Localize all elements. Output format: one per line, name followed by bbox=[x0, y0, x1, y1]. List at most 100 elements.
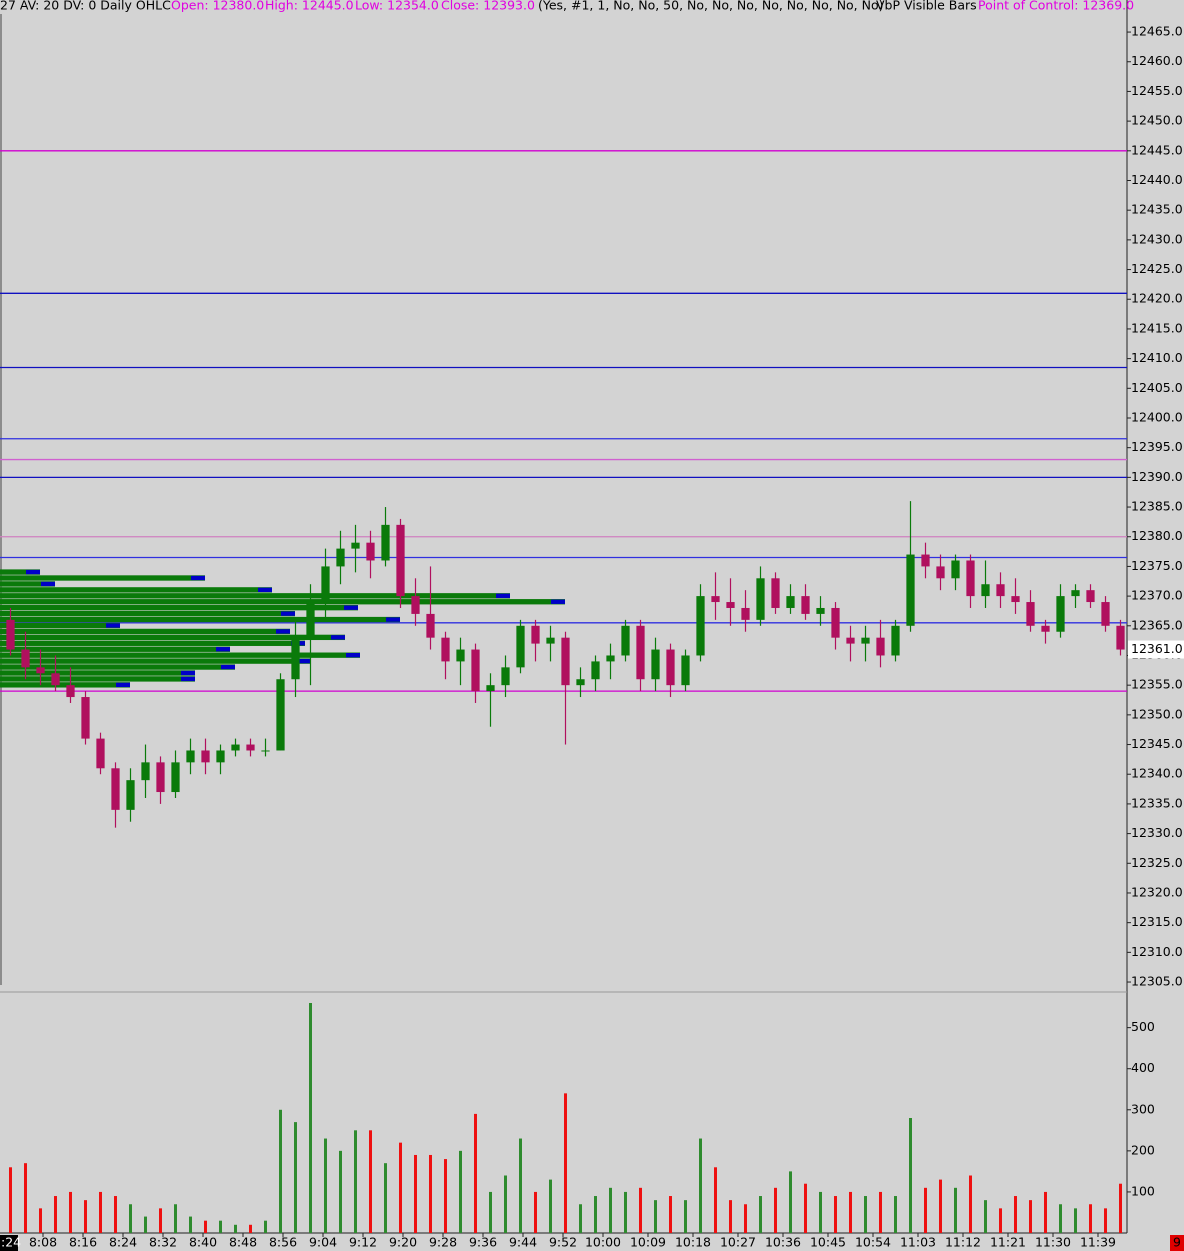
volume-bar bbox=[714, 1167, 717, 1233]
candle-body bbox=[66, 685, 75, 698]
volume-bar bbox=[639, 1187, 642, 1233]
candle-body bbox=[801, 596, 810, 614]
corner-right-box bbox=[1170, 1235, 1184, 1251]
y-tick-label: 12410.0 bbox=[1131, 350, 1183, 365]
x-tick-label: 10:54 bbox=[855, 1235, 891, 1250]
candle-body bbox=[1101, 602, 1110, 626]
volume-bar bbox=[309, 1003, 312, 1233]
candle-body bbox=[291, 637, 300, 680]
volume-bar bbox=[24, 1163, 27, 1233]
y-tick-label: 12325.0 bbox=[1131, 855, 1183, 870]
profile-bar bbox=[0, 575, 205, 581]
candle-body bbox=[381, 524, 390, 561]
volume-bar bbox=[744, 1204, 747, 1233]
volume-bar bbox=[699, 1138, 702, 1233]
y-tick-label: 12310.0 bbox=[1131, 944, 1183, 959]
candle-body bbox=[1086, 590, 1095, 603]
volume-bar bbox=[834, 1196, 837, 1233]
volume-bar bbox=[1074, 1208, 1077, 1233]
profile-cap bbox=[386, 617, 400, 622]
y-tick-label: 12450.0 bbox=[1131, 113, 1183, 128]
candle-body bbox=[336, 548, 345, 567]
candle-body bbox=[321, 566, 330, 603]
candle-body bbox=[966, 560, 975, 597]
volume-bar bbox=[429, 1154, 432, 1233]
y-tick-label: 12375.0 bbox=[1131, 558, 1183, 573]
profile-cap bbox=[41, 581, 55, 587]
volume-bar bbox=[189, 1216, 192, 1233]
candle-body bbox=[396, 524, 405, 597]
candle-body bbox=[36, 667, 45, 674]
candle-body bbox=[441, 637, 450, 662]
profile-bar bbox=[0, 634, 345, 641]
profile-cap bbox=[221, 664, 235, 670]
y-tick-label: 12415.0 bbox=[1131, 320, 1183, 335]
candle-body bbox=[651, 649, 660, 680]
volume-bar bbox=[1029, 1200, 1032, 1233]
x-tick-label: 10:27 bbox=[720, 1235, 756, 1250]
profile-bar bbox=[0, 658, 310, 664]
candle-body bbox=[576, 679, 585, 686]
volume-bar bbox=[279, 1109, 282, 1233]
volume-bar bbox=[1119, 1183, 1122, 1233]
candle-body bbox=[156, 762, 165, 793]
candle-body bbox=[51, 673, 60, 686]
volume-bar bbox=[69, 1191, 72, 1233]
y-tick-label: 12315.0 bbox=[1131, 914, 1183, 929]
candle-body bbox=[1116, 625, 1125, 650]
volume-bar bbox=[999, 1208, 1002, 1233]
volume-bar bbox=[804, 1183, 807, 1233]
x-tick-label: 10:18 bbox=[675, 1235, 711, 1250]
x-tick-label: 8:40 bbox=[189, 1235, 217, 1250]
high-label: High: 12445.0 bbox=[265, 0, 354, 13]
candle-body bbox=[621, 625, 630, 656]
candle-body bbox=[771, 578, 780, 608]
x-tick-label: 11:21 bbox=[990, 1235, 1026, 1250]
last-price-label: 12361.0 bbox=[1131, 641, 1183, 656]
candle-body bbox=[246, 744, 255, 751]
candle-body bbox=[276, 679, 285, 751]
profile-bar bbox=[0, 587, 272, 593]
profile-bar bbox=[0, 646, 230, 652]
volume-bar bbox=[159, 1208, 162, 1233]
candle-body bbox=[981, 584, 990, 597]
y-tick-label: 12355.0 bbox=[1131, 677, 1183, 692]
volume-bar bbox=[564, 1093, 567, 1233]
profile-bar bbox=[0, 593, 510, 599]
candle-body bbox=[876, 637, 885, 656]
candle-body bbox=[21, 649, 30, 668]
volume-bar bbox=[954, 1187, 957, 1233]
profile-bar bbox=[0, 581, 55, 587]
profile-bar bbox=[0, 676, 195, 682]
profile-bar bbox=[0, 664, 235, 670]
y-tick-label: 12440.0 bbox=[1131, 172, 1183, 187]
volume-bar bbox=[984, 1200, 987, 1233]
x-tick-label: 11:39 bbox=[1080, 1235, 1116, 1250]
candle-body bbox=[411, 596, 420, 614]
profile-cap bbox=[346, 653, 360, 658]
y-tick-label: 12340.0 bbox=[1131, 766, 1183, 781]
open-label: Open: 12380.0 bbox=[171, 0, 264, 13]
candle-body bbox=[261, 750, 270, 752]
candle-body bbox=[831, 607, 840, 638]
volume-bar bbox=[444, 1159, 447, 1233]
candle-body bbox=[1041, 625, 1050, 632]
y-tick-label: 12390.0 bbox=[1131, 469, 1183, 484]
candle-body bbox=[921, 554, 930, 567]
y-tick-label: 12365.0 bbox=[1131, 617, 1183, 632]
candle-body bbox=[786, 596, 795, 608]
profile-cap bbox=[551, 599, 565, 604]
volume-bar bbox=[894, 1196, 897, 1233]
candle-body bbox=[96, 738, 105, 769]
candle-body bbox=[1011, 596, 1020, 603]
candle-body bbox=[816, 607, 825, 614]
x-tick-label: 9:52 bbox=[549, 1235, 577, 1250]
volume-bar bbox=[384, 1163, 387, 1233]
profile-cap bbox=[344, 605, 358, 610]
candle-body bbox=[951, 560, 960, 579]
candle-body bbox=[126, 780, 135, 810]
volume-bar bbox=[864, 1196, 867, 1233]
candle-body bbox=[726, 602, 735, 608]
volume-y-tick-label: 400 bbox=[1131, 1060, 1155, 1075]
candle-body bbox=[456, 649, 465, 662]
